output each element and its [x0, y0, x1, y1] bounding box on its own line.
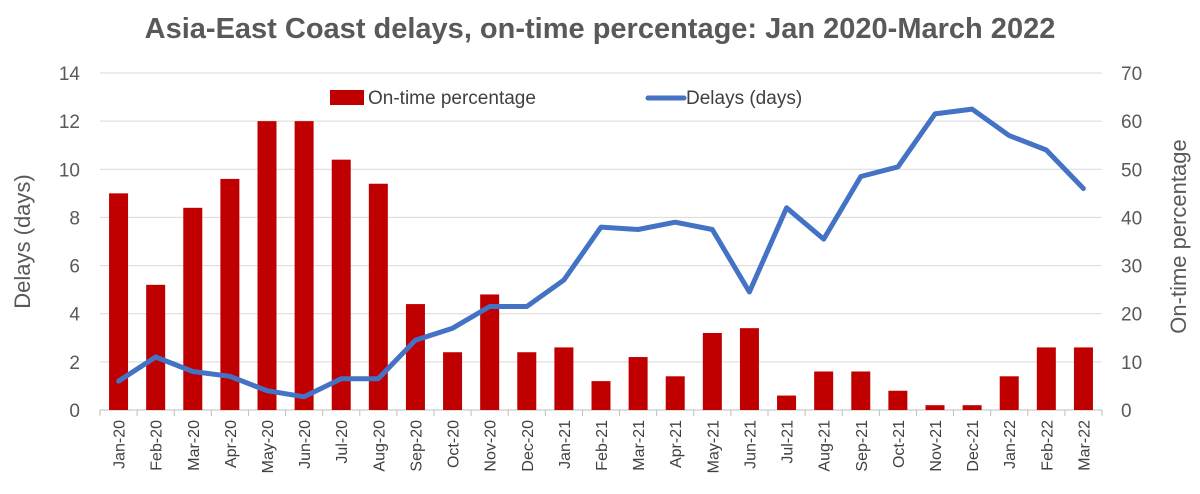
- y-left-tick-label: 2: [69, 353, 80, 374]
- bar-on-time-Nov-21: [925, 405, 945, 410]
- x-tick-label: May-21: [705, 420, 722, 473]
- x-tick-label: Dec-21: [965, 420, 982, 472]
- y-left-axis-label: Delays (days): [10, 174, 35, 308]
- bar-on-time-Mar-22: [1073, 347, 1093, 410]
- bar-on-time-Oct-20: [443, 352, 463, 410]
- x-tick-label: Sep-20: [408, 420, 425, 472]
- y-right-tick-label: 60: [1121, 112, 1142, 133]
- bar-on-time-May-20: [257, 121, 277, 411]
- legend: On-time percentage Delays (days): [330, 88, 802, 109]
- bar-on-time-Oct-21: [888, 390, 908, 410]
- x-tick-label: Jul-20: [334, 420, 351, 464]
- x-tick-label: Oct-21: [891, 420, 908, 468]
- bar-on-time-Feb-21: [591, 381, 611, 410]
- bar-on-time-Apr-20: [220, 178, 240, 410]
- y-left-tick-label: 12: [59, 112, 80, 133]
- bar-on-time-Dec-21: [962, 405, 982, 410]
- y-right-tick-label: 40: [1121, 208, 1142, 229]
- bar-on-time-Feb-20: [146, 284, 166, 410]
- bar-layer: [109, 121, 1093, 411]
- x-tick-label: May-20: [260, 420, 277, 473]
- line-layer: [116, 106, 1086, 400]
- bar-on-time-Apr-21: [665, 376, 685, 410]
- y-left-tick-label: 4: [69, 305, 80, 326]
- x-tick-label: Mar-22: [1076, 420, 1093, 471]
- bar-on-time-Dec-20: [517, 352, 537, 410]
- x-tick-label: Oct-20: [446, 420, 463, 468]
- bar-on-time-Jan-20: [109, 193, 129, 410]
- x-tick-label: Jul-21: [780, 420, 797, 464]
- x-tick-label: Feb-21: [594, 420, 611, 471]
- x-tick-label: Dec-20: [520, 420, 537, 472]
- bar-on-time-Aug-20: [368, 183, 388, 410]
- y-right-tick-label: 20: [1121, 305, 1142, 326]
- y-left-tick-label: 10: [59, 160, 80, 181]
- x-tick-label: Sep-21: [854, 420, 871, 472]
- bar-on-time-Sep-21: [851, 371, 871, 410]
- legend-label-delays: Delays (days): [686, 88, 802, 109]
- y-left-tick-label: 6: [69, 257, 80, 278]
- y-right-tick-label: 70: [1121, 64, 1142, 85]
- bar-on-time-Aug-21: [814, 371, 834, 410]
- x-tick-label: Apr-20: [223, 420, 240, 468]
- bar-on-time-Feb-22: [1036, 347, 1056, 410]
- x-tick-label: Aug-21: [817, 420, 834, 472]
- bar-on-time-Jul-20: [331, 159, 351, 410]
- x-tick-label: Jan-21: [557, 420, 574, 469]
- bar-on-time-Jul-21: [777, 395, 797, 410]
- y-left-tick-label: 8: [69, 208, 80, 229]
- x-tick-label: Mar-21: [631, 420, 648, 471]
- y-left-tick-label: 0: [69, 401, 80, 422]
- y-right-tick-label: 10: [1121, 353, 1142, 374]
- x-tick-label: Aug-20: [371, 420, 388, 472]
- legend-label-on-time: On-time percentage: [368, 88, 536, 109]
- x-tick-label: Jan-22: [1002, 420, 1019, 469]
- bar-on-time-Jun-20: [294, 121, 314, 411]
- grid-layer: [100, 72, 1102, 411]
- x-tick-label: Jun-21: [742, 420, 759, 469]
- x-tick-label: Nov-20: [483, 420, 500, 472]
- bar-on-time-May-21: [702, 332, 722, 410]
- bar-on-time-Sep-20: [405, 304, 425, 410]
- y-right-tick-label: 50: [1121, 160, 1142, 181]
- bar-on-time-Jan-22: [999, 376, 1019, 410]
- chart-title: Asia-East Coast delays, on-time percenta…: [145, 13, 1056, 45]
- x-tick-label: Nov-21: [928, 420, 945, 472]
- bar-on-time-Mar-21: [628, 357, 648, 410]
- bar-on-time-Jan-21: [554, 347, 574, 410]
- x-tick-label: Mar-20: [186, 420, 203, 471]
- x-tick-label: Jan-20: [112, 420, 129, 469]
- bar-on-time-Jun-21: [739, 328, 759, 410]
- x-tick-label: Feb-20: [149, 420, 166, 471]
- y-right-tick-label: 30: [1121, 257, 1142, 278]
- bar-on-time-Mar-20: [183, 207, 203, 410]
- x-tick-label: Apr-21: [668, 420, 685, 468]
- x-tick-label: Feb-22: [1039, 420, 1056, 471]
- legend-swatch-on-time: [330, 90, 364, 105]
- y-right-tick-label: 0: [1121, 401, 1132, 422]
- y-left-tick-label: 14: [59, 64, 81, 85]
- x-tick-label: Jun-20: [297, 420, 314, 469]
- y-right-axis-label: On-time percentage: [1166, 139, 1191, 333]
- bar-on-time-Nov-20: [480, 294, 500, 410]
- axis-layer: 0 2 4 6 8 10 12 14 0 10 20 30 40 50 60 70 Jan-20 Feb-20 Ma…: [10, 64, 1191, 473]
